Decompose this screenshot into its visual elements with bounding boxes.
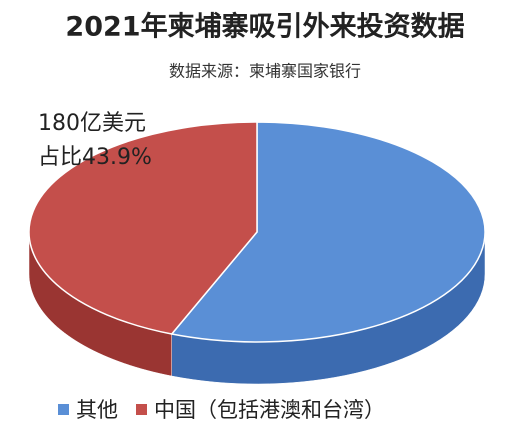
chart-title: 2021年柬埔寨吸引外来投资数据 xyxy=(65,11,464,43)
legend-swatch xyxy=(136,404,147,415)
legend-label: 其他 xyxy=(76,398,118,422)
legend: 其他 中国（包括港澳和台湾） xyxy=(58,398,385,422)
legend-label: 中国（包括港澳和台湾） xyxy=(154,398,385,422)
annotation: 180亿美元 xyxy=(38,111,146,136)
pie xyxy=(28,121,486,385)
legend-swatch xyxy=(58,404,69,415)
chart-subtitle: 数据来源：柬埔寨国家银行 xyxy=(169,62,361,81)
annotation: 占比43.9% xyxy=(38,145,152,170)
pie-slice xyxy=(28,121,258,335)
pie-slice xyxy=(170,121,486,343)
